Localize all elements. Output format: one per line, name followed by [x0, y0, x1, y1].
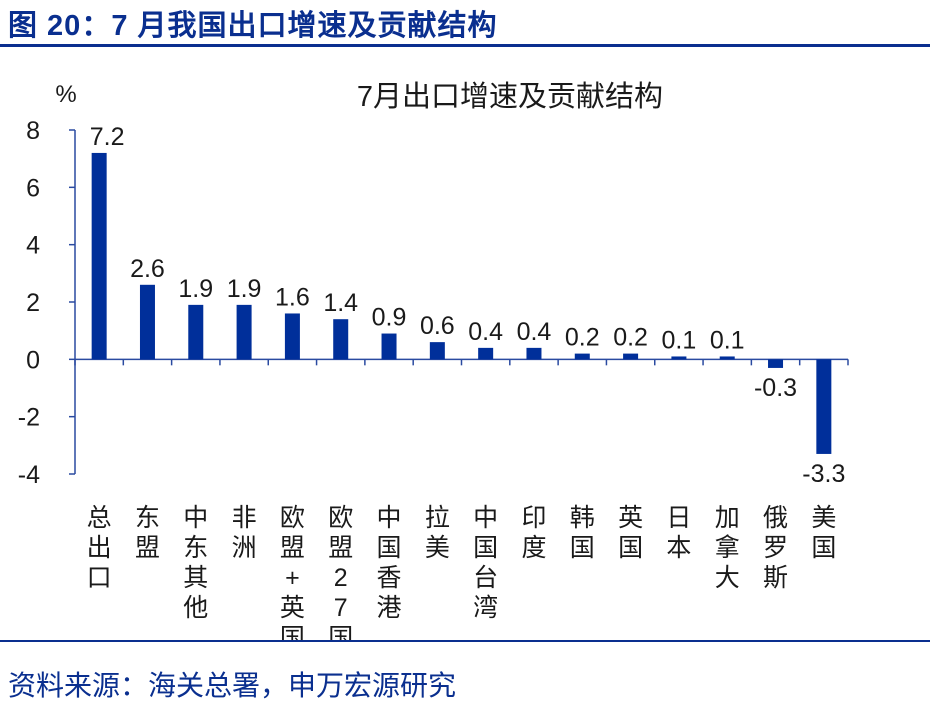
bar-总出口 [91, 152, 107, 360]
bar-中国香港 [381, 333, 397, 360]
data-label: 1.4 [323, 289, 358, 317]
bar-欧盟+英国 [284, 313, 300, 360]
category-label: 日本 [666, 504, 691, 562]
category-label: 英国 [618, 504, 643, 562]
data-label: 0.1 [710, 326, 745, 354]
data-label: 0.2 [565, 324, 600, 352]
y-tick-label: -4 [18, 461, 40, 489]
category-label: 拉美 [425, 504, 450, 562]
bar-拉美 [429, 342, 445, 360]
data-label: 0.9 [372, 304, 407, 332]
bar-日本 [671, 356, 687, 360]
data-label: 1.9 [178, 275, 213, 303]
chart-title: 7月出口增速及贡献结构 [357, 80, 663, 113]
y-tick-label: 2 [26, 289, 40, 317]
bar-加拿大 [719, 356, 735, 360]
data-label: 0.4 [468, 318, 503, 346]
bar-印度 [526, 347, 542, 360]
bar-非洲 [236, 304, 252, 360]
category-label: 加拿大 [715, 504, 740, 592]
y-tick-label: 4 [26, 232, 40, 260]
y-tick-label: -2 [18, 404, 40, 432]
y-tick-label: 8 [26, 117, 40, 145]
bar-俄罗斯 [768, 359, 784, 368]
y-axis-unit: % [55, 81, 76, 108]
bar-东盟 [139, 284, 155, 360]
data-label: 0.4 [517, 318, 552, 346]
data-label: 7.2 [90, 123, 125, 151]
category-label: 非洲 [232, 504, 257, 562]
bar-韩国 [574, 353, 590, 360]
data-label: 1.6 [275, 283, 310, 311]
source-note: 资料来源：海关总署，申万宏源研究 [8, 670, 457, 701]
figure-title: 图 20：7 月我国出口增速及贡献结构 [8, 10, 498, 42]
title-divider [0, 44, 930, 47]
category-label: 韩国 [570, 504, 595, 562]
data-label: 0.1 [662, 326, 697, 354]
category-label: 欧盟 2 7 国 [328, 504, 353, 640]
data-label: 1.9 [227, 275, 262, 303]
category-label: 俄罗斯 [763, 504, 788, 592]
category-label: 美国 [811, 504, 836, 562]
category-label: 印度 [521, 504, 546, 562]
category-label: 总出口 [87, 504, 112, 592]
category-label: 中东其他 [183, 504, 208, 622]
data-label: -3.3 [802, 460, 845, 488]
bar-美国 [816, 359, 832, 454]
category-label: 欧盟+英国 [280, 504, 305, 640]
bar-中国台湾 [478, 347, 494, 360]
data-label: 2.6 [130, 255, 165, 283]
bar-中东其他 [188, 304, 204, 360]
data-label: 0.2 [613, 324, 648, 352]
bar-英国 [623, 353, 639, 360]
data-label: -0.3 [754, 374, 797, 402]
y-tick-label: 6 [26, 174, 40, 202]
bar-欧盟27国 [333, 319, 349, 360]
y-tick-label: 0 [26, 346, 40, 374]
category-label: 东盟 [135, 504, 160, 562]
bar-chart: 7月出口增速及贡献结构% 8 6 4 2 0 -2 -4 7.2 总出口 2.6 东盟 1.9 中东其他 1… [18, 80, 849, 640]
footer-divider [0, 640, 930, 642]
data-label: 0.6 [420, 312, 455, 340]
category-label: 中国台湾 [473, 504, 498, 622]
category-label: 中国香港 [377, 504, 402, 622]
